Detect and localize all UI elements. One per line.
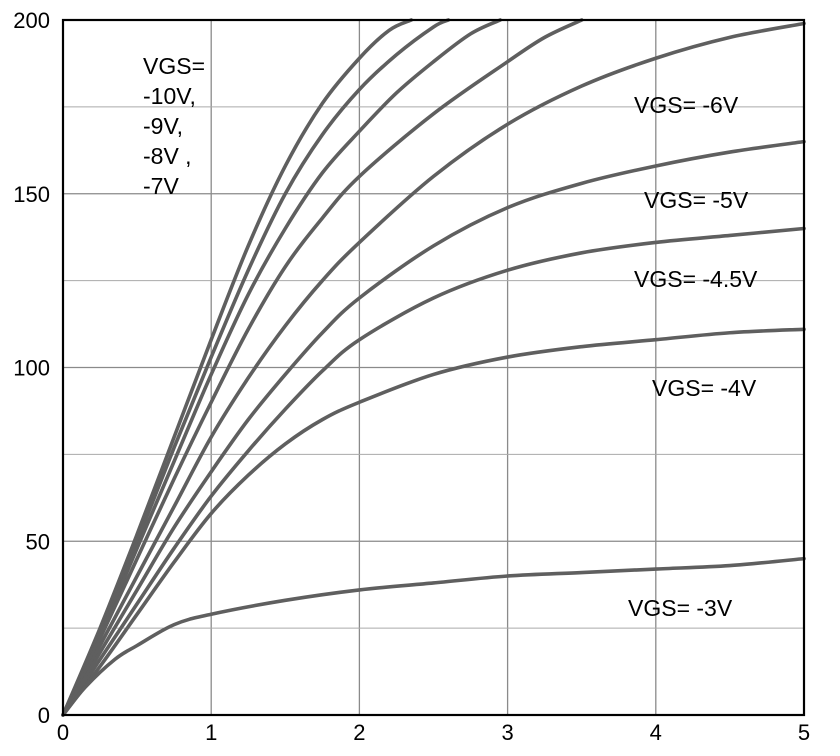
annotation-v3: VGS= -3V bbox=[628, 595, 733, 621]
x-tick-label: 1 bbox=[205, 720, 217, 745]
annotations: VGS= -10V, -9V, -8V , -7V VGS= -6V VGS= -5V VGS… bbox=[143, 53, 758, 621]
y-tick-label: 200 bbox=[13, 8, 50, 33]
series-line-vgs-9 bbox=[61, 18, 451, 717]
series-line-vgs-4-5 bbox=[61, 226, 806, 717]
series-line-vgs-4 bbox=[61, 327, 806, 717]
grid bbox=[63, 20, 804, 715]
annotation-group: -10V, bbox=[143, 83, 196, 109]
series-line-vgs-6 bbox=[61, 21, 806, 717]
annotation-v45: VGS= -4.5V bbox=[634, 266, 758, 292]
x-tick-label: 2 bbox=[353, 720, 365, 745]
series-line-vgs-7 bbox=[61, 18, 584, 717]
annotation-v6: VGS= -6V bbox=[634, 92, 739, 118]
annotation-v5: VGS= -5V bbox=[644, 187, 749, 213]
y-tick-label: 150 bbox=[13, 182, 50, 207]
annotation-group: -7V bbox=[143, 173, 179, 199]
x-tick-label: 4 bbox=[650, 720, 662, 745]
series-line-vgs-10 bbox=[61, 18, 414, 717]
x-tick-label: 5 bbox=[798, 720, 810, 745]
y-tick-label: 100 bbox=[13, 356, 50, 381]
annotation-group: -9V, bbox=[143, 113, 183, 139]
y-tick-label: 50 bbox=[26, 529, 50, 554]
x-tick-label: 3 bbox=[501, 720, 513, 745]
series-line-vgs-8 bbox=[61, 18, 502, 717]
y-tick-label: 0 bbox=[38, 703, 50, 728]
plot-frame bbox=[61, 18, 806, 717]
curves bbox=[61, 18, 806, 717]
annotation-group: -8V , bbox=[143, 143, 192, 169]
x-tick-label: 0 bbox=[57, 720, 69, 745]
series-line-vgs-5 bbox=[61, 139, 806, 717]
annotation-group: VGS= bbox=[143, 53, 205, 79]
annotation-v4: VGS= -4V bbox=[652, 375, 757, 401]
series-line-vgs-3 bbox=[61, 556, 806, 717]
